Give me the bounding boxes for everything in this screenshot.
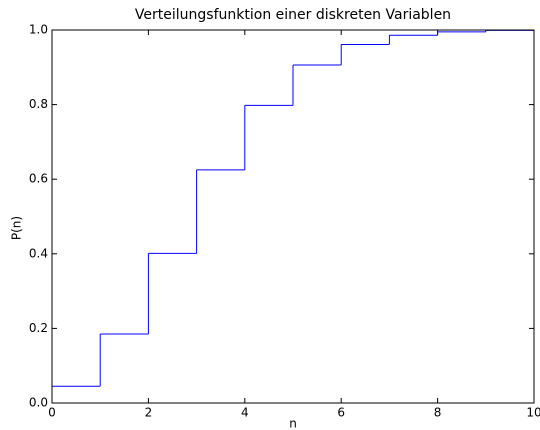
x-tick-label: 10 <box>526 406 540 420</box>
y-tick-label: 0.6 <box>29 172 48 186</box>
plot-frame <box>51 29 535 404</box>
x-tick-label: 8 <box>434 406 442 420</box>
chart-title: Verteilungsfunktion einer diskreten Vari… <box>135 7 451 23</box>
x-axis-label: n <box>289 417 297 430</box>
y-tick-label: 0.2 <box>29 321 48 335</box>
y-tick-label: 0.0 <box>29 396 48 410</box>
y-tick-label: 1.0 <box>29 23 48 37</box>
x-tick-label: 4 <box>241 406 249 420</box>
y-axis-label: P(n) <box>10 216 24 240</box>
x-tick-label: 2 <box>145 406 153 420</box>
x-tick-label: 6 <box>337 406 345 420</box>
y-tick-label: 0.4 <box>29 246 48 260</box>
y-tick-label: 0.8 <box>29 97 48 111</box>
x-tick-label: 0 <box>48 406 56 420</box>
